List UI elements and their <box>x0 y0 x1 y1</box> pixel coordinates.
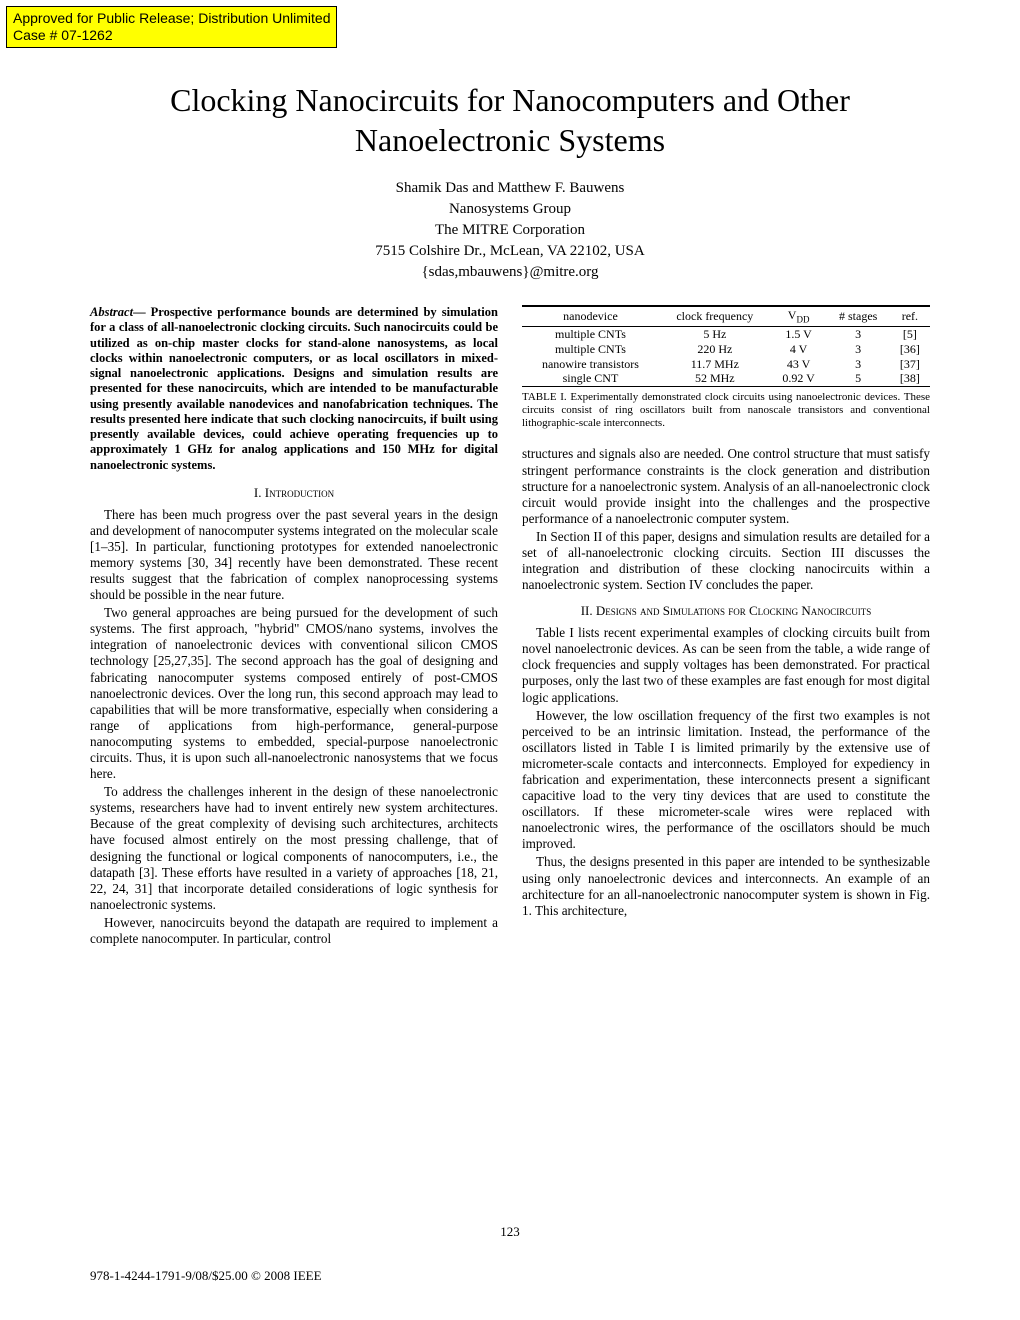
table-1: nanodevice clock frequency VDD # stages … <box>522 305 930 387</box>
author-org: The MITRE Corporation <box>90 220 930 241</box>
banner-line-1: Approved for Public Release; Distributio… <box>13 10 330 27</box>
table-header-stages: # stages <box>827 306 890 327</box>
section-1-heading: I. Introduction <box>90 485 498 501</box>
table-row: nanowire transistors 11.7 MHz 43 V 3 [37… <box>522 357 930 372</box>
table-header-nanodevice: nanodevice <box>522 306 659 327</box>
page-content: Clocking Nanocircuits for Nanocomputers … <box>0 0 1020 989</box>
table-row: multiple CNTs 5 Hz 1.5 V 3 [5] <box>522 327 930 342</box>
table-caption-label: TABLE I. <box>522 391 567 403</box>
author-email: {sdas,mbauwens}@mitre.org <box>90 262 930 283</box>
right-column: nanodevice clock frequency VDD # stages … <box>522 305 930 949</box>
sec2-p1: Table I lists recent experimental exampl… <box>522 625 930 705</box>
two-column-body: Abstract— Prospective performance bounds… <box>90 305 930 949</box>
intro-p2: Two general approaches are being pursued… <box>90 605 498 782</box>
sec2-p3: Thus, the designs presented in this pape… <box>522 854 930 918</box>
intro-p4: However, nanocircuits beyond the datapat… <box>90 915 498 947</box>
release-banner: Approved for Public Release; Distributio… <box>6 6 337 48</box>
author-group: Nanosystems Group <box>90 199 930 220</box>
table-row: nanodevice clock frequency VDD # stages … <box>522 306 930 327</box>
intro-p3: To address the challenges inherent in th… <box>90 784 498 913</box>
abstract-label: Abstract <box>90 305 133 319</box>
section-2-heading: II. Designs and Simulations for Clocking… <box>522 603 930 619</box>
table-header-vdd: VDD <box>771 306 827 327</box>
abstract-block: Abstract— Prospective performance bounds… <box>90 305 498 473</box>
author-names: Shamik Das and Matthew F. Bauwens <box>90 178 930 199</box>
abstract-text: — Prospective performance bounds are det… <box>90 305 498 472</box>
table-row: multiple CNTs 220 Hz 4 V 3 [36] <box>522 342 930 357</box>
author-block: Shamik Das and Matthew F. Bauwens Nanosy… <box>90 178 930 283</box>
right-p1: structures and signals also are needed. … <box>522 446 930 526</box>
right-p2: In Section II of this paper, designs and… <box>522 529 930 593</box>
banner-line-2: Case # 07-1262 <box>13 27 330 44</box>
author-address: 7515 Colshire Dr., McLean, VA 22102, USA <box>90 241 930 262</box>
page-footer: 978-1-4244-1791-9/08/$25.00 © 2008 IEEE <box>90 1268 930 1284</box>
table-caption-text: Experimentally demonstrated clock circui… <box>522 391 930 429</box>
sec2-p2: However, the low oscillation frequency o… <box>522 708 930 853</box>
table-header-ref: ref. <box>890 306 930 327</box>
table-1-caption: TABLE I. Experimentally demonstrated clo… <box>522 391 930 431</box>
page-number: 123 <box>0 1224 1020 1240</box>
footer-isbn: 978-1-4244-1791-9/08/$25.00 © 2008 IEEE <box>90 1268 322 1284</box>
intro-p1: There has been much progress over the pa… <box>90 507 498 604</box>
paper-title: Clocking Nanocircuits for Nanocomputers … <box>90 80 930 160</box>
table-row: single CNT 52 MHz 0.92 V 5 [38] <box>522 371 930 386</box>
table-header-clock-frequency: clock frequency <box>659 306 771 327</box>
left-column: Abstract— Prospective performance bounds… <box>90 305 498 949</box>
